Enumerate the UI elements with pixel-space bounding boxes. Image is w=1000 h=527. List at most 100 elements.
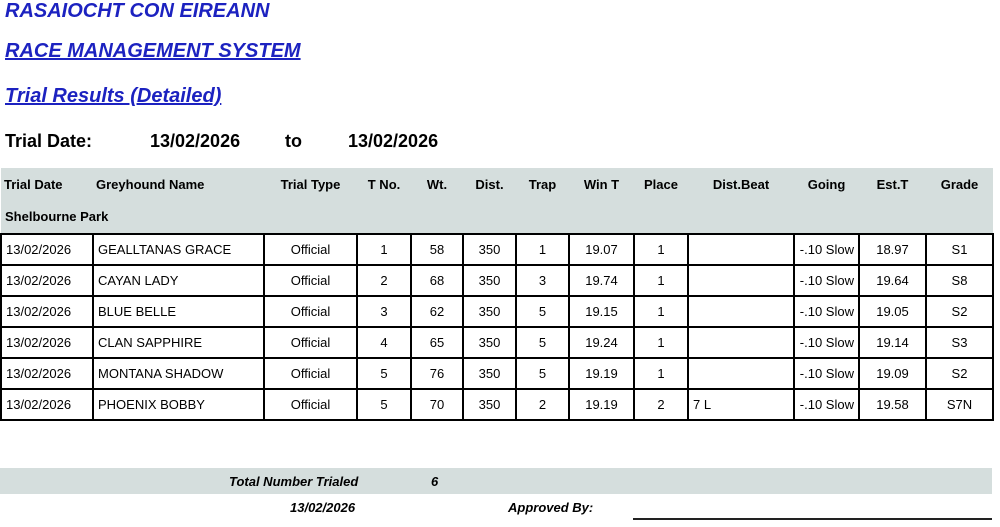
date-from: 13/02/2026 bbox=[150, 131, 241, 151]
table-cell: 13/02/2026 bbox=[0, 357, 94, 390]
column-header: Est.T bbox=[859, 168, 926, 200]
date-label: Trial Date: bbox=[5, 131, 93, 151]
column-header: Going bbox=[794, 168, 859, 200]
table-cell: Official bbox=[263, 357, 358, 390]
table-cell: 13/02/2026 bbox=[0, 295, 94, 328]
table-cell: 350 bbox=[462, 233, 517, 266]
column-header: Wt. bbox=[411, 168, 463, 200]
table-cell: 19.74 bbox=[568, 264, 635, 297]
table-cell: CLAN SAPPHIRE bbox=[92, 326, 265, 359]
table-cell: 19.24 bbox=[568, 326, 635, 359]
table-cell: S8 bbox=[925, 264, 994, 297]
table-cell: 350 bbox=[462, 295, 517, 328]
section-venue: Shelbourne Park bbox=[1, 200, 993, 234]
approved-by-label: Approved By: bbox=[508, 500, 594, 515]
column-header: Dist.Beat bbox=[688, 168, 794, 200]
table-cell: 58 bbox=[410, 233, 464, 266]
table-cell: 19.14 bbox=[858, 326, 927, 359]
table-cell: 350 bbox=[462, 357, 517, 390]
table-cell: 1 bbox=[633, 264, 689, 297]
table-cell: 5 bbox=[515, 295, 570, 328]
table-cell: -.10 Slow bbox=[793, 264, 860, 297]
table-cell: 19.19 bbox=[568, 388, 635, 421]
table-cell: 68 bbox=[410, 264, 464, 297]
org-title: RASAIOCHT CON EIREANN bbox=[5, 0, 270, 22]
table-cell: -.10 Slow bbox=[793, 233, 860, 266]
table-cell: 350 bbox=[462, 388, 517, 421]
table-cell: 2 bbox=[356, 264, 412, 297]
table-cell: -.10 Slow bbox=[793, 388, 860, 421]
table-cell: 2 bbox=[633, 388, 689, 421]
table-row: 13/02/2026 MONTANA SHADOW Official 5 76 350 5 1… bbox=[0, 357, 994, 390]
table-cell: S1 bbox=[925, 233, 994, 266]
table-cell: 350 bbox=[462, 326, 517, 359]
table-row: 13/02/2026 BLUE BELLE Official 3 62 350 5 19.15… bbox=[0, 295, 994, 328]
column-header: Dist. bbox=[463, 168, 516, 200]
table-cell: BLUE BELLE bbox=[92, 295, 265, 328]
table-cell: S2 bbox=[925, 357, 994, 390]
date-to-label: to bbox=[285, 131, 302, 151]
table-cell: S7N bbox=[925, 388, 994, 421]
table-cell: Official bbox=[263, 264, 358, 297]
table-row: 13/02/2026 CAYAN LADY Official 2 68 350 3 19.74… bbox=[0, 264, 994, 297]
date-to: 13/02/2026 bbox=[348, 131, 439, 151]
table-cell: GEALLTANAS GRACE bbox=[92, 233, 265, 266]
table-cell: 1 bbox=[633, 233, 689, 266]
table-cell: 5 bbox=[515, 357, 570, 390]
column-header: T No. bbox=[357, 168, 411, 200]
table-cell bbox=[687, 357, 795, 390]
table-cell bbox=[687, 233, 795, 266]
table-cell: 5 bbox=[356, 357, 412, 390]
table-cell: 13/02/2026 bbox=[0, 264, 94, 297]
table-cell: 13/02/2026 bbox=[0, 326, 94, 359]
column-header: Grade bbox=[926, 168, 993, 200]
table-cell bbox=[687, 326, 795, 359]
table-cell: 3 bbox=[515, 264, 570, 297]
table-cell: 76 bbox=[410, 357, 464, 390]
table-cell: MONTANA SHADOW bbox=[92, 357, 265, 390]
table-cell: Official bbox=[263, 295, 358, 328]
table-cell: -.10 Slow bbox=[793, 295, 860, 328]
table-cell: S3 bbox=[925, 326, 994, 359]
table-cell: 13/02/2026 bbox=[0, 388, 94, 421]
table-cell: -.10 Slow bbox=[793, 326, 860, 359]
column-header: Greyhound Name bbox=[93, 168, 264, 200]
table-cell: -.10 Slow bbox=[793, 357, 860, 390]
table-cell: 7 L bbox=[687, 388, 795, 421]
table-cell: 70 bbox=[410, 388, 464, 421]
table-cell: PHOENIX BOBBY bbox=[92, 388, 265, 421]
column-header: Trial Type bbox=[264, 168, 357, 200]
table-cell: 19.15 bbox=[568, 295, 635, 328]
table-cell: 1 bbox=[633, 295, 689, 328]
table-cell: 5 bbox=[515, 326, 570, 359]
column-header: Trap bbox=[516, 168, 569, 200]
total-row bbox=[0, 468, 992, 494]
table-cell: 2 bbox=[515, 388, 570, 421]
table-cell: 18.97 bbox=[858, 233, 927, 266]
total-count: 6 bbox=[431, 474, 439, 489]
system-title: RACE MANAGEMENT SYSTEM bbox=[5, 40, 301, 62]
report-title: Trial Results (Detailed) bbox=[5, 85, 222, 107]
table-cell: 19.07 bbox=[568, 233, 635, 266]
table-cell: 1 bbox=[356, 233, 412, 266]
table-cell: 3 bbox=[356, 295, 412, 328]
column-header: Trial Date bbox=[1, 168, 93, 200]
table-cell: 65 bbox=[410, 326, 464, 359]
table-cell: 4 bbox=[356, 326, 412, 359]
table-cell: 1 bbox=[515, 233, 570, 266]
table-cell: 1 bbox=[633, 326, 689, 359]
table-cell: 19.19 bbox=[568, 357, 635, 390]
total-label: Total Number Trialed bbox=[229, 474, 359, 489]
table-cell: 19.58 bbox=[858, 388, 927, 421]
footer-date: 13/02/2026 bbox=[290, 500, 356, 515]
table-cell: Official bbox=[263, 233, 358, 266]
table-cell: 19.64 bbox=[858, 264, 927, 297]
signature-line bbox=[633, 518, 992, 520]
table-cell: Official bbox=[263, 326, 358, 359]
table-cell: 19.05 bbox=[858, 295, 927, 328]
column-header: Place bbox=[634, 168, 688, 200]
table-row: 13/02/2026 GEALLTANAS GRACE Official 1 58 350… bbox=[0, 233, 994, 266]
trial-results-table: Trial Date Greyhound Name Trial Type T No. W… bbox=[0, 168, 994, 421]
table-cell: 19.09 bbox=[858, 357, 927, 390]
table-cell: 5 bbox=[356, 388, 412, 421]
